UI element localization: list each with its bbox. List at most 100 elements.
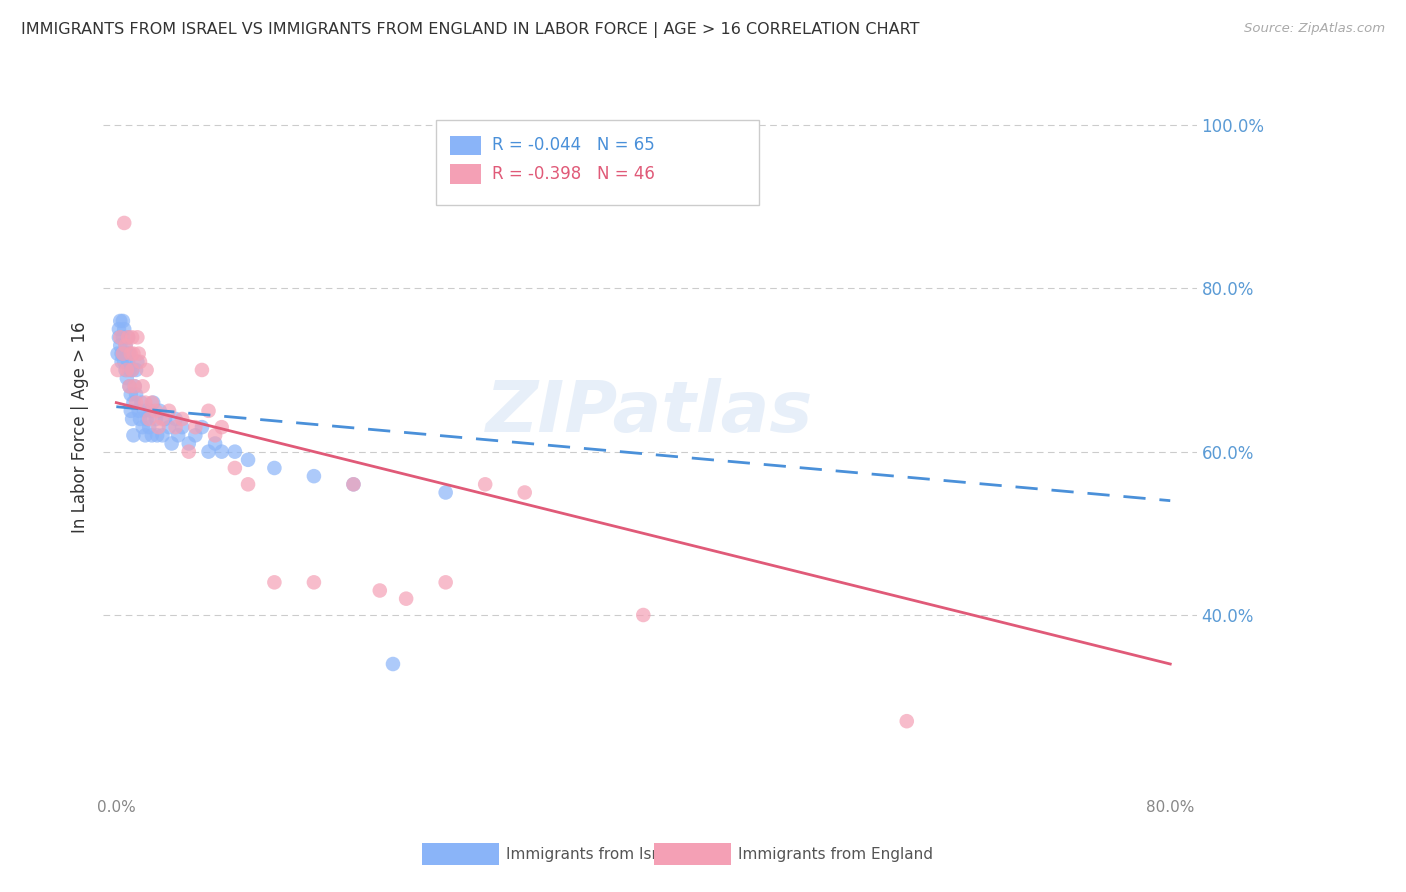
Point	[342, 477, 364, 491]
Point	[191, 420, 214, 434]
Point	[395, 591, 418, 606]
Point	[138, 420, 160, 434]
Point	[114, 363, 136, 377]
Point	[131, 420, 153, 434]
Point	[302, 469, 325, 483]
Point	[138, 412, 160, 426]
Point	[633, 607, 655, 622]
Point	[121, 412, 143, 426]
Point	[204, 436, 226, 450]
Text: Immigrants from England: Immigrants from England	[738, 847, 934, 862]
Point	[118, 363, 141, 377]
Point	[191, 363, 214, 377]
Point	[110, 330, 132, 344]
Point	[124, 379, 146, 393]
Point	[122, 346, 145, 360]
Point	[134, 428, 156, 442]
Point	[152, 428, 174, 442]
Point	[142, 395, 165, 409]
Point	[110, 314, 132, 328]
Point	[120, 346, 142, 360]
Point	[896, 714, 918, 729]
Point	[125, 363, 148, 377]
Point	[148, 420, 170, 434]
Point	[513, 485, 536, 500]
Text: ZIPatlas: ZIPatlas	[486, 378, 814, 447]
Point	[112, 355, 135, 369]
Point	[165, 412, 187, 426]
Point	[111, 346, 134, 360]
Point	[342, 477, 364, 491]
Text: Immigrants from Israel: Immigrants from Israel	[506, 847, 681, 862]
Point	[111, 346, 134, 360]
Point	[114, 338, 136, 352]
Point	[128, 404, 150, 418]
Point	[112, 216, 135, 230]
Point	[152, 412, 174, 426]
Point	[120, 404, 142, 418]
Point	[121, 363, 143, 377]
Point	[145, 412, 167, 426]
Point	[172, 412, 194, 426]
Point	[135, 412, 157, 426]
Text: IMMIGRANTS FROM ISRAEL VS IMMIGRANTS FROM ENGLAND IN LABOR FORCE | AGE > 16 CORR: IMMIGRANTS FROM ISRAEL VS IMMIGRANTS FRO…	[21, 22, 920, 38]
Point	[197, 404, 219, 418]
Point	[149, 404, 172, 418]
Point	[139, 404, 162, 418]
Point	[368, 583, 391, 598]
Point	[129, 412, 152, 426]
Point	[108, 330, 131, 344]
Point	[434, 575, 457, 590]
Point	[122, 428, 145, 442]
Point	[115, 346, 138, 360]
Point	[115, 363, 138, 377]
Point	[167, 428, 190, 442]
Point	[118, 379, 141, 393]
Point	[146, 428, 169, 442]
Point	[112, 322, 135, 336]
Point	[177, 436, 200, 450]
Text: R = -0.398   N = 46: R = -0.398 N = 46	[492, 165, 655, 183]
Point	[132, 404, 155, 418]
Point	[184, 428, 207, 442]
Text: R = -0.044   N = 65: R = -0.044 N = 65	[492, 136, 655, 154]
Point	[145, 404, 167, 418]
Point	[177, 444, 200, 458]
Point	[111, 314, 134, 328]
Point	[165, 420, 187, 434]
Point	[108, 322, 131, 336]
Point	[224, 461, 246, 475]
Point	[127, 355, 149, 369]
Point	[122, 395, 145, 409]
Point	[157, 404, 180, 418]
Y-axis label: In Labor Force | Age > 16: In Labor Force | Age > 16	[72, 321, 89, 533]
Point	[117, 330, 139, 344]
Point	[110, 338, 132, 352]
Point	[107, 363, 129, 377]
Point	[204, 428, 226, 442]
Point	[131, 379, 153, 393]
Point	[107, 346, 129, 360]
Point	[118, 379, 141, 393]
Point	[128, 346, 150, 360]
Point	[124, 379, 146, 393]
Point	[110, 346, 132, 360]
Point	[118, 346, 141, 360]
Point	[224, 444, 246, 458]
Text: Source: ZipAtlas.com: Source: ZipAtlas.com	[1244, 22, 1385, 36]
Point	[134, 395, 156, 409]
Point	[111, 330, 134, 344]
Point	[141, 428, 163, 442]
Point	[160, 436, 183, 450]
Point	[121, 363, 143, 377]
Point	[127, 330, 149, 344]
Point	[117, 355, 139, 369]
Point	[131, 395, 153, 409]
Point	[115, 371, 138, 385]
Point	[184, 420, 207, 434]
Point	[263, 575, 285, 590]
Point	[434, 485, 457, 500]
Point	[120, 387, 142, 401]
Point	[125, 387, 148, 401]
Point	[474, 477, 496, 491]
